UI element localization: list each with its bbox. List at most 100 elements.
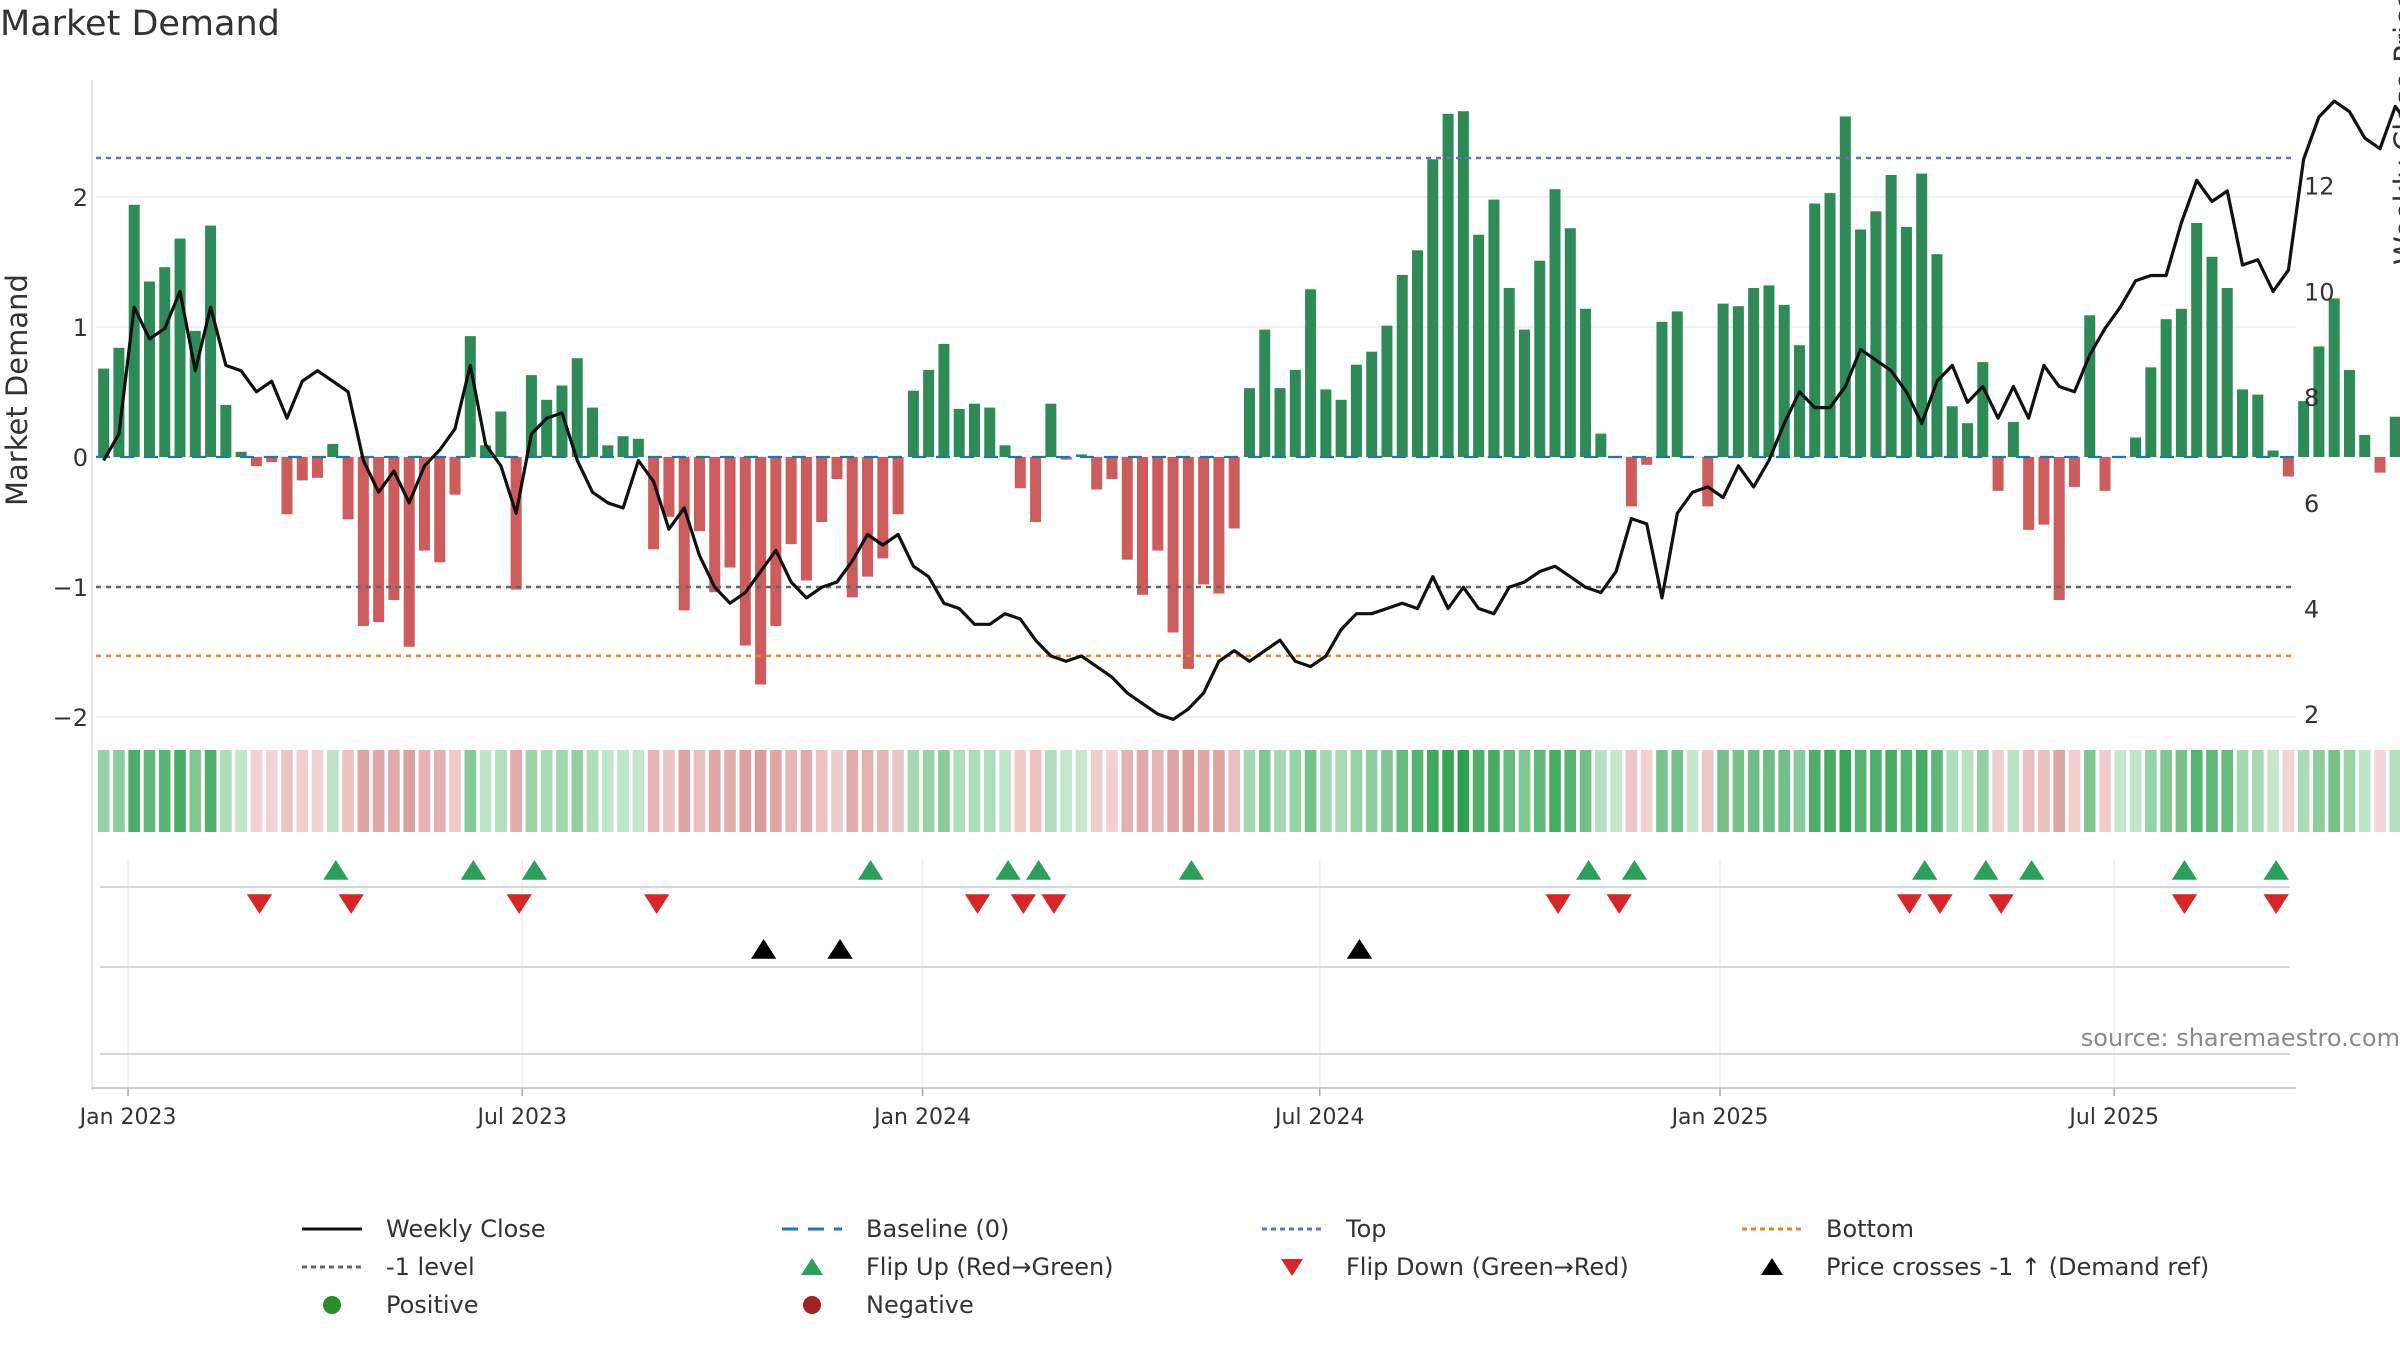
demand-bar [2267,450,2279,457]
strip-cell [2297,750,2310,832]
flip-down-marker [1545,894,1571,914]
legend-label: Baseline (0) [866,1215,1010,1243]
strip-cell [2038,750,2050,832]
weekly-close-line [102,99,2400,722]
strip-cell [754,750,767,832]
strip-cell [846,750,859,832]
strip-cell [1656,750,1668,832]
strip-cell [1885,750,1897,832]
demand-bar [1412,250,1424,457]
strip-cell [403,750,415,832]
demand-bar [1228,457,1240,529]
legend-item: Price crosses -1 ↑ (Demand ref) [1740,1253,2209,1281]
demand-bar [1992,457,2004,491]
strip-cell [1717,750,1729,832]
demand-bar [1549,189,1561,457]
demand-bar [281,457,293,515]
strip-cell [388,750,400,832]
flip-down-marker [1010,894,1037,914]
y2-tick-label: 10 [2304,278,2335,306]
demand-bar [2038,457,2050,525]
strip-cell [678,750,690,832]
demand-bar [2130,437,2142,457]
strip-cell [265,750,278,832]
strip-cell [296,750,309,832]
strip-cell [2114,750,2127,832]
legend-item: Flip Down (Green→Red) [1260,1253,1629,1281]
demand-bar [1763,285,1775,457]
demand-bar [266,457,278,463]
strip-cell [327,750,339,832]
demand-bar [1243,388,1255,457]
demand-bar [205,225,217,457]
strip-cell [189,750,202,832]
strip-cell [97,750,110,832]
demand-bar [999,445,1011,457]
flip-up-marker [323,860,349,880]
legend-item: Baseline (0) [780,1215,1009,1243]
demand-bar [220,405,232,457]
demand-bar [1503,288,1515,457]
demand-bar [2084,315,2096,457]
strip-cell [1167,750,1179,832]
strip-cell [1320,750,1332,832]
legend-item: -1 level [300,1253,475,1281]
demand-bar [663,457,675,517]
strip-cell [724,750,736,832]
demand-bar [1121,457,1133,560]
demand-bar [1977,362,1989,457]
demand-bar [877,457,889,559]
strip-cell [2007,750,2020,832]
flip-up-marker [1178,860,1205,880]
flip-up-marker [2171,860,2198,880]
flip-down-marker [506,894,532,914]
strip-cell [1931,750,1943,832]
strip-cell [1992,750,2004,832]
demand-bar [800,457,812,581]
strip-cell [1977,750,1989,832]
demand-bar [2252,394,2264,457]
strip-cell [281,750,293,832]
demand-bar [785,457,797,545]
strip-cell [372,750,385,832]
strip-cell [2358,750,2371,832]
demand-bar [357,457,369,626]
y2-tick-label: 8 [2304,384,2319,412]
demand-bar [831,457,843,480]
demand-bar [495,411,507,457]
demand-bar [892,457,904,515]
demand-bar [2191,223,2203,457]
strip-cell [2328,750,2340,832]
strip-cell [647,750,660,832]
strip-cell [1106,750,1118,832]
demand-bar [2023,457,2035,530]
strip-cell [1029,750,1042,832]
flip-down-marker [2171,894,2198,914]
legend-label: Positive [386,1291,479,1319]
demand-bar [1855,229,1867,457]
strip-cell [1549,750,1561,832]
demand-bar [1106,457,1118,480]
strip-cell [1427,750,1439,832]
legend: Weekly Close Baseline (0) Top Bottom -1 leve… [300,1215,2250,1335]
strip-cell [2221,750,2234,832]
demand-bar [587,407,599,457]
reference-lines [96,156,2296,658]
strip-cell [1702,750,1714,832]
legend-symbol [302,1265,362,1269]
demand-bar [1656,321,1668,457]
demand-bar [1198,457,1210,585]
strip-cell [510,750,522,832]
legend-symbol [801,1258,823,1275]
demand-bar [1060,457,1072,460]
demand-bar [816,457,828,522]
strip-cell [800,750,813,832]
strip-cell [1671,750,1684,832]
demand-bar [1870,211,1882,457]
demand-bar [327,444,339,457]
strip-cell [1075,750,1088,832]
demand-bar [1152,457,1164,551]
gridlines [96,196,2296,1088]
strip-cell [1411,750,1424,832]
